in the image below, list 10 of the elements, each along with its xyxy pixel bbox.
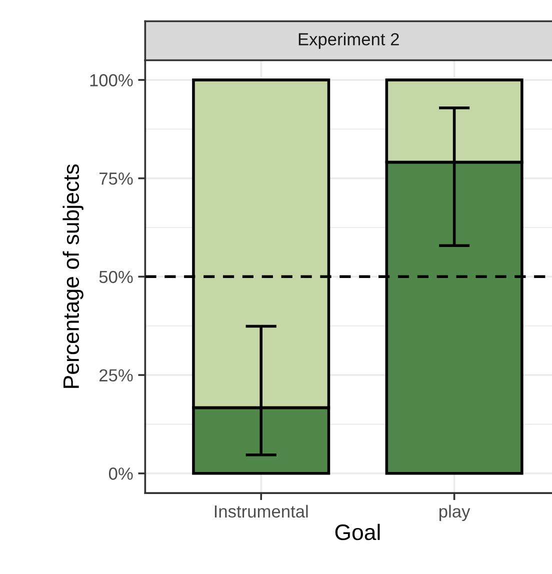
y-axis-title: Percentage of subjects xyxy=(62,164,84,388)
y-tick-label: 50% xyxy=(99,270,133,284)
x-tick-label: play xyxy=(439,504,470,522)
x-axis-title: Goal xyxy=(335,524,380,540)
chart-title: Experiment 2 xyxy=(298,32,399,49)
y-tick-label: 75% xyxy=(100,172,133,185)
y-tick-label: 0% xyxy=(108,468,133,480)
y-tick-label: 25% xyxy=(99,369,133,382)
y-tick-label: 100% xyxy=(90,74,133,86)
x-tick-label: Instrumental xyxy=(214,504,308,518)
